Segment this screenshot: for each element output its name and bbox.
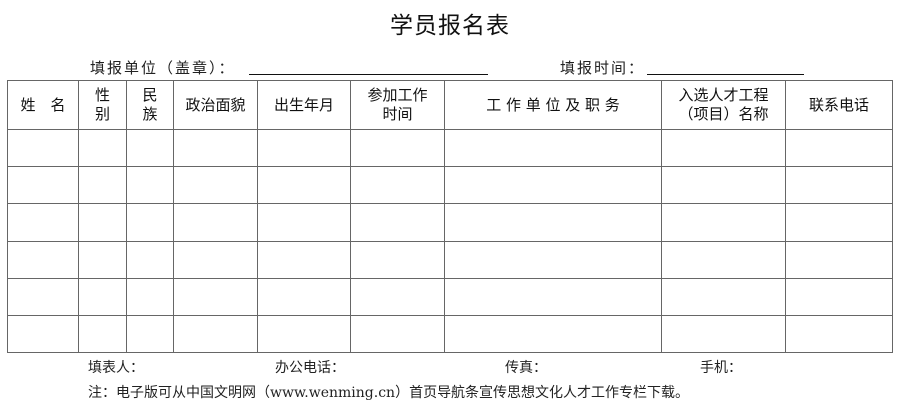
table-cell[interactable] [661, 277, 786, 316]
table-cell[interactable] [7, 203, 79, 242]
table-cell[interactable] [7, 314, 79, 354]
table-cell[interactable] [785, 203, 893, 242]
table-row [7, 240, 893, 279]
mobile-label: 手机： [700, 360, 742, 376]
table-cell[interactable] [444, 277, 662, 316]
column-header: 联系电话 [785, 80, 893, 130]
table-cell[interactable] [257, 166, 351, 205]
column-header: 出生年月 [257, 80, 351, 130]
table-cell[interactable] [257, 128, 351, 168]
table-cell[interactable] [173, 128, 258, 168]
table-row [7, 128, 893, 168]
table-cell[interactable] [785, 128, 893, 168]
table-row [7, 314, 893, 354]
table-cell[interactable] [173, 277, 258, 316]
table-cell[interactable] [126, 277, 174, 316]
table-cell[interactable] [350, 277, 445, 316]
table-cell[interactable] [661, 240, 786, 279]
table-cell[interactable] [173, 166, 258, 205]
table-cell[interactable] [126, 314, 174, 354]
table-row [7, 166, 893, 205]
table-cell[interactable] [7, 128, 79, 168]
table-cell[interactable] [257, 314, 351, 354]
fax-label: 传真： [505, 360, 547, 376]
table-cell[interactable] [350, 314, 445, 354]
table-cell[interactable] [350, 128, 445, 168]
column-header: 姓 名 [7, 80, 79, 130]
fill-time-field[interactable] [647, 74, 804, 75]
table-cell[interactable] [785, 314, 893, 354]
table-cell[interactable] [444, 314, 662, 354]
table-cell[interactable] [7, 240, 79, 279]
form-title: 学员报名表 [390, 13, 510, 39]
table-cell[interactable] [126, 240, 174, 279]
table-cell[interactable] [126, 203, 174, 242]
table-cell[interactable] [350, 240, 445, 279]
table-cell[interactable] [173, 314, 258, 354]
table-cell[interactable] [661, 314, 786, 354]
table-cell[interactable] [78, 128, 127, 168]
table-cell[interactable] [785, 166, 893, 205]
table-cell[interactable] [78, 277, 127, 316]
registration-table: 姓 名性 别民 族政治面貌 出生年月 参加工作 时间工 作 单 位 及 职 务入选人… [7, 80, 893, 354]
table-row [7, 203, 893, 242]
column-header: 性 别 [78, 80, 127, 130]
table-cell[interactable] [257, 240, 351, 279]
fill-time-label: 填报时间： [560, 59, 646, 77]
column-header: 入选人才工程 （项目）名称 [661, 80, 786, 130]
table-cell[interactable] [126, 166, 174, 205]
table-cell[interactable] [7, 277, 79, 316]
filler-label: 填表人： [88, 360, 144, 376]
table-cell[interactable] [78, 314, 127, 354]
table-cell[interactable] [661, 166, 786, 205]
table-cell[interactable] [785, 240, 893, 279]
table-cell[interactable] [350, 166, 445, 205]
fill-unit-field[interactable] [249, 74, 488, 75]
table-cell[interactable] [444, 166, 662, 205]
table-row [7, 277, 893, 316]
table-cell[interactable] [444, 240, 662, 279]
column-header: 参加工作 时间 [350, 80, 445, 130]
table-cell[interactable] [173, 240, 258, 279]
table-cell[interactable] [444, 128, 662, 168]
table-cell[interactable] [78, 166, 127, 205]
column-header: 民 族 [126, 80, 174, 130]
table-cell[interactable] [785, 277, 893, 316]
column-header: 工 作 单 位 及 职 务 [444, 80, 662, 130]
table-cell[interactable] [7, 166, 79, 205]
office-phone-label: 办公电话： [275, 360, 345, 376]
table-cell[interactable] [257, 277, 351, 316]
table-cell[interactable] [78, 203, 127, 242]
table-cell[interactable] [661, 128, 786, 168]
download-note: 注：电子版可从中国文明网（www.wenming.cn）首页导航条宣传思想文化人… [88, 385, 690, 401]
table-cell[interactable] [661, 203, 786, 242]
table-cell[interactable] [444, 203, 662, 242]
column-header: 政治面貌 [173, 80, 258, 130]
table-cell[interactable] [126, 128, 174, 168]
table-cell[interactable] [173, 203, 258, 242]
table-cell[interactable] [78, 240, 127, 279]
fill-unit-label: 填报单位（盖章）： [90, 59, 236, 77]
table-cell[interactable] [350, 203, 445, 242]
table-cell[interactable] [257, 203, 351, 242]
